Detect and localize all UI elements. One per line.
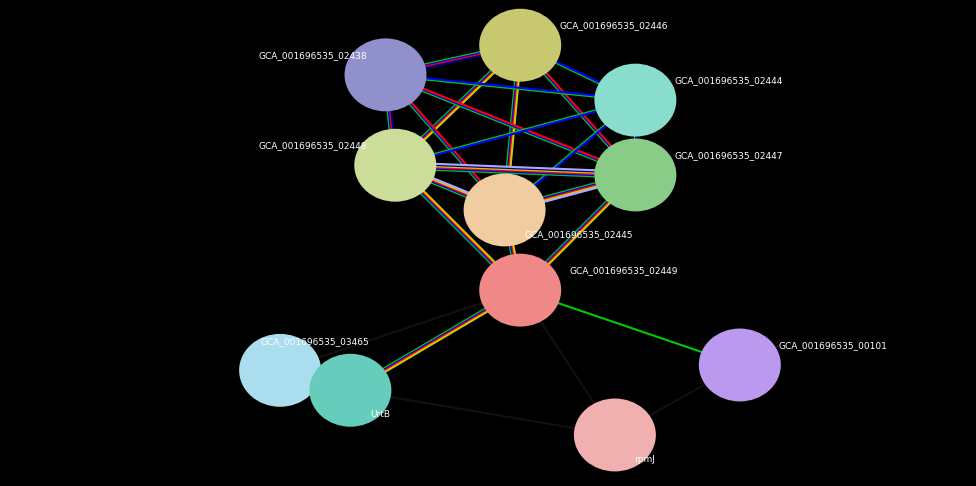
Ellipse shape (464, 174, 546, 246)
Text: GCA_001696535_02447: GCA_001696535_02447 (674, 151, 783, 160)
Ellipse shape (239, 334, 321, 407)
Text: GCA_001696535_00101: GCA_001696535_00101 (779, 341, 888, 350)
Text: GCA_001696535_02438: GCA_001696535_02438 (259, 51, 367, 60)
Ellipse shape (354, 129, 436, 202)
Ellipse shape (479, 9, 561, 82)
Ellipse shape (594, 139, 676, 211)
Text: GCA_001696535_03465: GCA_001696535_03465 (261, 337, 369, 346)
Ellipse shape (699, 329, 781, 401)
Text: GCA_001696535_02449: GCA_001696535_02449 (569, 266, 677, 275)
Text: rpmJ: rpmJ (634, 455, 655, 464)
Text: UrtB: UrtB (370, 410, 389, 419)
Text: GCA_001696535_02446: GCA_001696535_02446 (559, 21, 668, 30)
Ellipse shape (574, 399, 656, 471)
Ellipse shape (309, 354, 391, 427)
Ellipse shape (345, 38, 427, 111)
Text: GCA_001696535_02444: GCA_001696535_02444 (674, 76, 783, 85)
Text: GCA_001696535_02445: GCA_001696535_02445 (524, 230, 632, 239)
Text: GCA_001696535_02448: GCA_001696535_02448 (259, 141, 367, 150)
Ellipse shape (479, 254, 561, 327)
Ellipse shape (594, 64, 676, 137)
